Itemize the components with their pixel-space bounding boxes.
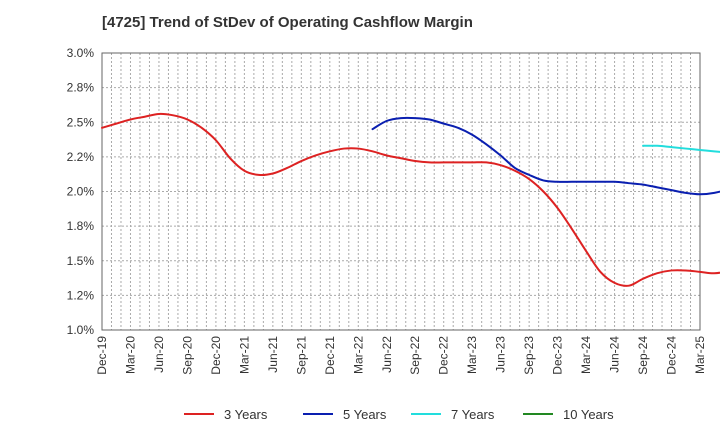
- x-tick-label: Mar-22: [351, 336, 365, 374]
- x-tick-label: Dec-21: [323, 336, 337, 375]
- x-tick-label: Dec-23: [551, 336, 565, 375]
- x-tick-label: Jun-22: [380, 336, 394, 373]
- chart-title: [4725] Trend of StDev of Operating Cashf…: [102, 14, 473, 31]
- x-tick-label: Sep-23: [522, 336, 536, 375]
- y-tick-label: 1.5%: [67, 254, 95, 268]
- y-tick-label: 1.0%: [67, 323, 95, 337]
- x-tick-label: Jun-24: [608, 336, 622, 373]
- x-tick-label: Sep-21: [294, 336, 308, 375]
- series-line-1: [101, 112, 720, 287]
- x-tick-label: Sep-20: [180, 336, 194, 375]
- y-tick-label: 1.2%: [67, 288, 95, 302]
- legend-label: 7 Years: [451, 407, 495, 422]
- x-tick-label: Sep-22: [408, 336, 422, 375]
- y-tick-label: 2.8%: [67, 81, 95, 95]
- x-tick-label: Dec-22: [437, 336, 451, 375]
- x-tick-label: Mar-20: [123, 336, 137, 374]
- x-tick-label: Jun-21: [266, 336, 280, 373]
- x-tick-label: Dec-19: [95, 336, 109, 375]
- y-tick-label: 2.0%: [67, 185, 95, 199]
- legend-label: 5 Years: [343, 407, 387, 422]
- legend-label: 10 Years: [563, 407, 614, 422]
- x-tick-label: Dec-20: [209, 336, 223, 375]
- x-tick-label: Sep-24: [636, 336, 650, 375]
- plot-area: [102, 53, 700, 330]
- x-tick-label: Mar-21: [237, 336, 251, 374]
- legend-label: 3 Years: [224, 407, 268, 422]
- x-tick-label: Mar-25: [693, 336, 707, 374]
- y-tick-label: 3.0%: [67, 46, 95, 60]
- plot-border: [101, 52, 701, 331]
- y-tick-label: 1.8%: [67, 219, 95, 233]
- series-line-3: [642, 144, 720, 153]
- x-tick-label: Jun-23: [494, 336, 508, 373]
- x-tick-label: Jun-20: [152, 336, 166, 373]
- x-tick-label: Mar-23: [465, 336, 479, 374]
- x-tick-label: Mar-24: [579, 336, 593, 374]
- x-tick-label: Dec-24: [665, 336, 679, 375]
- y-tick-label: 2.5%: [67, 115, 95, 129]
- series-line-2: [371, 116, 720, 196]
- y-tick-label: 2.2%: [67, 150, 95, 164]
